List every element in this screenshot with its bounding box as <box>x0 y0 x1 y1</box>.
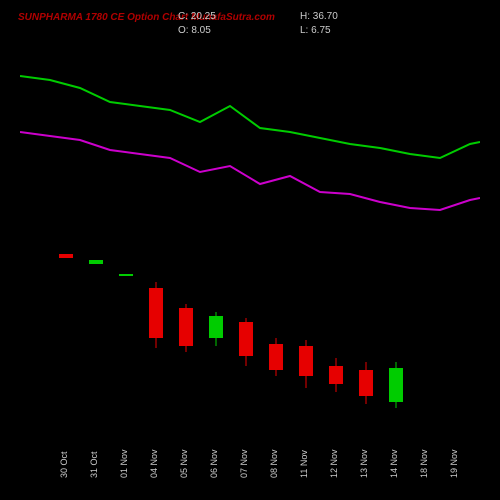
low-label: L: <box>300 25 308 36</box>
open-row: O: 8.05 <box>178 24 216 38</box>
x-label: 05 Nov <box>179 449 189 478</box>
x-label: 06 Nov <box>209 449 219 478</box>
open-label: O: <box>178 25 189 36</box>
x-label: 14 Nov <box>389 449 399 478</box>
chart-title: SUNPHARMA 1780 CE Option Chart MunafaSut… <box>18 12 275 23</box>
ohlc-left: C: 20.25 O: 8.05 <box>178 10 216 38</box>
x-label: 01 Nov <box>119 449 129 478</box>
x-label: 04 Nov <box>149 449 159 478</box>
high-value: 36.70 <box>313 11 338 22</box>
high-row: H: 36.70 <box>300 10 338 24</box>
close-value: 20.25 <box>191 11 216 22</box>
low-row: L: 6.75 <box>300 24 338 38</box>
x-label: 13 Nov <box>359 449 369 478</box>
x-label: 18 Nov <box>419 449 429 478</box>
chart-area <box>20 50 480 430</box>
low-value: 6.75 <box>311 25 330 36</box>
close-label: C: <box>178 11 188 22</box>
x-label: 19 Nov <box>449 449 459 478</box>
title-text: SUNPHARMA 1780 CE Option Chart MunafaSut… <box>18 12 275 23</box>
ohlc-right: H: 36.70 L: 6.75 <box>300 10 338 38</box>
close-row: C: 20.25 <box>178 10 216 24</box>
x-label: 07 Nov <box>239 449 249 478</box>
x-axis-labels: 30 Oct 31 Oct 01 Nov 04 Nov 05 Nov 06 Nov 07 N… <box>20 428 480 478</box>
x-label: 12 Nov <box>329 449 339 478</box>
x-label: 11 Nov <box>299 450 309 478</box>
chart-svg <box>20 50 480 430</box>
high-label: H: <box>300 11 310 22</box>
x-label: 08 Nov <box>269 449 279 478</box>
open-value: 8.05 <box>191 25 210 36</box>
x-label: 31 Oct <box>89 451 99 478</box>
x-label: 30 Oct <box>59 451 69 478</box>
